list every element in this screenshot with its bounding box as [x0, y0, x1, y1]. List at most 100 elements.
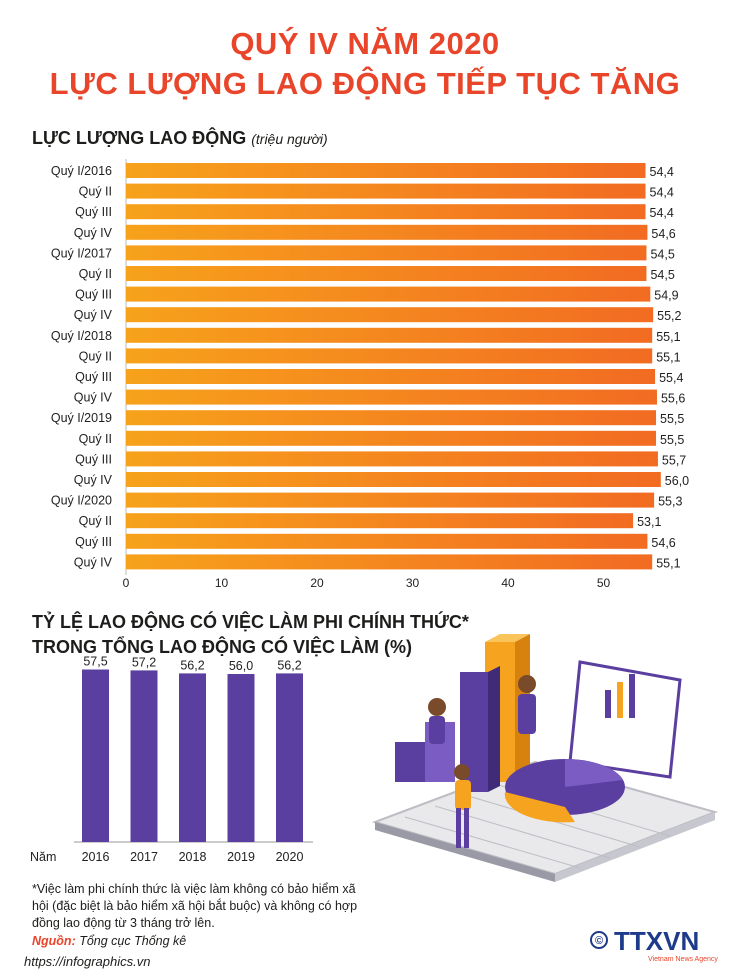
chart1-category-label: Quý I/2018: [51, 329, 112, 343]
chart2-category-label: 2017: [130, 850, 158, 864]
main-title-line2: LỰC LƯỢNG LAO ĐỘNG TIẾP TỤC TĂNG: [49, 66, 681, 101]
chart1-bar: [126, 369, 656, 384]
chart1-category-label: Quý IV: [74, 391, 113, 405]
chart1-value-label: 55,1: [656, 330, 680, 344]
chart1-value-label: 54,5: [650, 268, 674, 282]
chart2-category-label: 2020: [276, 850, 304, 864]
chart1-bar: [126, 183, 646, 199]
chart1-category-label: Quý II: [79, 432, 112, 446]
source-text: Tổng cục Thống kê: [79, 934, 187, 948]
chart2-value-label: 57,5: [83, 655, 107, 669]
chart1-category-label: Quý II: [79, 514, 112, 528]
main-title-line1: QUÝ IV NĂM 2020: [230, 26, 500, 61]
chart1-value-label: 54,6: [651, 536, 675, 550]
chart2-bar: [276, 673, 303, 842]
chart1-bars: [126, 163, 661, 570]
chart1-value-label: 55,4: [659, 371, 683, 385]
ttxvn-logo: © TTXVN Vietnam News Agency: [590, 926, 718, 963]
footnote: *Việc làm phi chính thức là việc làm khô…: [32, 882, 358, 930]
chart2-bar: [179, 673, 206, 842]
chart1-value-label: 55,1: [656, 556, 680, 570]
chart2-value-label: 56,2: [180, 658, 204, 672]
chart1-x-tick: 10: [215, 576, 229, 590]
chart1-title-text: LỰC LƯỢNG LAO ĐỘNG: [32, 128, 247, 148]
chart1-value-label: 55,2: [657, 309, 681, 323]
chart1-bar: [126, 554, 653, 570]
chart2-value-label: 57,2: [132, 655, 156, 669]
chart2-bars: Năm 57,5 2016 57,2 2017 56,2 2018 56,0 2019 56,2 2…: [30, 655, 313, 864]
chart1-bar: [126, 163, 646, 178]
chart1-value-label: 55,5: [660, 433, 684, 447]
chart1-category-label: Quý IV: [74, 308, 113, 322]
chart1-category-label: Quý III: [75, 452, 112, 466]
chart2-bar: [82, 669, 109, 842]
chart1-x-tick: 30: [406, 576, 420, 590]
chart1-bar: [126, 224, 648, 240]
chart1-value-label: 54,4: [650, 186, 674, 200]
chart1-category-label: Quý I/2019: [51, 411, 112, 425]
chart1-value-label: 54,6: [651, 227, 675, 241]
chart1-bar: [126, 307, 654, 323]
chart1-bar: [126, 245, 647, 261]
chart1-value-label: 55,3: [658, 495, 682, 509]
chart1-category-label: Quý I/2020: [51, 494, 112, 508]
chart1-bar: [126, 204, 646, 220]
chart1-category-label: Quý III: [75, 370, 112, 384]
chart2-axis-label: Năm: [30, 850, 56, 864]
chart1-bar: [126, 533, 648, 549]
chart1-value-label: 55,5: [660, 412, 684, 426]
labor-force-bar-chart: 0 10 20 30 40 50 Quý I/2016 54,4 Quý II 54,4 Quý I…: [51, 159, 689, 590]
chart1-bar: [126, 492, 655, 508]
chart2-category-label: 2016: [82, 850, 110, 864]
chart1-category-label: Quý I/2016: [51, 164, 112, 178]
chart2-title-line1: TỶ LỆ LAO ĐỘNG CÓ VIỆC LÀM PHI CHÍNH THỨ…: [32, 612, 469, 632]
chart1-title: LỰC LƯỢNG LAO ĐỘNG (triệu người): [32, 128, 328, 149]
chart1-x-tick: 50: [597, 576, 611, 590]
chart1-category-label: Quý II: [79, 185, 112, 199]
chart1-value-label: 55,7: [662, 453, 686, 467]
chart1-category-label: Quý I/2017: [51, 246, 112, 260]
chart1-category-label: Quý II: [79, 349, 112, 363]
chart1-bar: [126, 389, 657, 405]
chart1-bar: [126, 513, 634, 529]
chart1-bar: [126, 327, 653, 343]
chart1-category-label: Quý IV: [74, 226, 113, 240]
chart1-value-label: 54,9: [654, 289, 678, 303]
chart1-bar: [126, 472, 661, 487]
chart1-category-label: Quý II: [79, 267, 112, 281]
chart1-value-label: 53,1: [637, 515, 661, 529]
chart1-value-label: 54,5: [650, 247, 674, 261]
source-label: Nguồn:: [32, 934, 76, 948]
chart1-value-label: 54,4: [650, 206, 674, 220]
chart1-x-tick: 0: [123, 576, 130, 590]
source: Nguồn: Tổng cục Thống kê: [32, 934, 186, 948]
chart1-value-label: 55,6: [661, 392, 685, 406]
chart1-bar: [126, 451, 658, 467]
chart1-category-label: Quý III: [75, 535, 112, 549]
chart1-value-label: 54,4: [650, 165, 674, 179]
website-link[interactable]: https://infographics.vn: [24, 954, 151, 969]
chart2-title-line2: TRONG TỔNG LAO ĐỘNG CÓ VIỆC LÀM (%): [32, 637, 412, 657]
chart1-unit: (triệu người): [251, 131, 328, 147]
informal-employment-bar-chart: Năm 57,5 2016 57,2 2017 56,2 2018 56,0 2019 56,2 2…: [30, 655, 313, 864]
logo-text: TTXVN: [614, 926, 699, 956]
chart1-category-label: Quý III: [75, 288, 112, 302]
chart2-value-label: 56,0: [229, 659, 253, 673]
chart2-value-label: 56,2: [277, 658, 301, 672]
chart1-category-label: Quý IV: [74, 555, 113, 569]
chart1-bar: [126, 266, 647, 281]
chart1-bar: [126, 430, 657, 446]
chart1-x-tick: 20: [310, 576, 324, 590]
chart1-bar: [126, 286, 651, 302]
chart2-bar: [227, 674, 255, 842]
chart1-category-label: Quý IV: [74, 473, 113, 487]
chart2-category-label: 2018: [179, 850, 207, 864]
chart1-labels: 0 10 20 30 40 50 Quý I/2016 54,4 Quý II 54,4 Quý I…: [51, 164, 689, 590]
chart1-category-label: Quý III: [75, 205, 112, 219]
business-illustration: [371, 634, 719, 882]
chart1-bar: [126, 410, 657, 426]
chart1-bar: [126, 348, 653, 364]
copyright-symbol: ©: [595, 935, 603, 947]
chart2-bar: [130, 670, 158, 842]
chart1-value-label: 56,0: [665, 474, 689, 488]
